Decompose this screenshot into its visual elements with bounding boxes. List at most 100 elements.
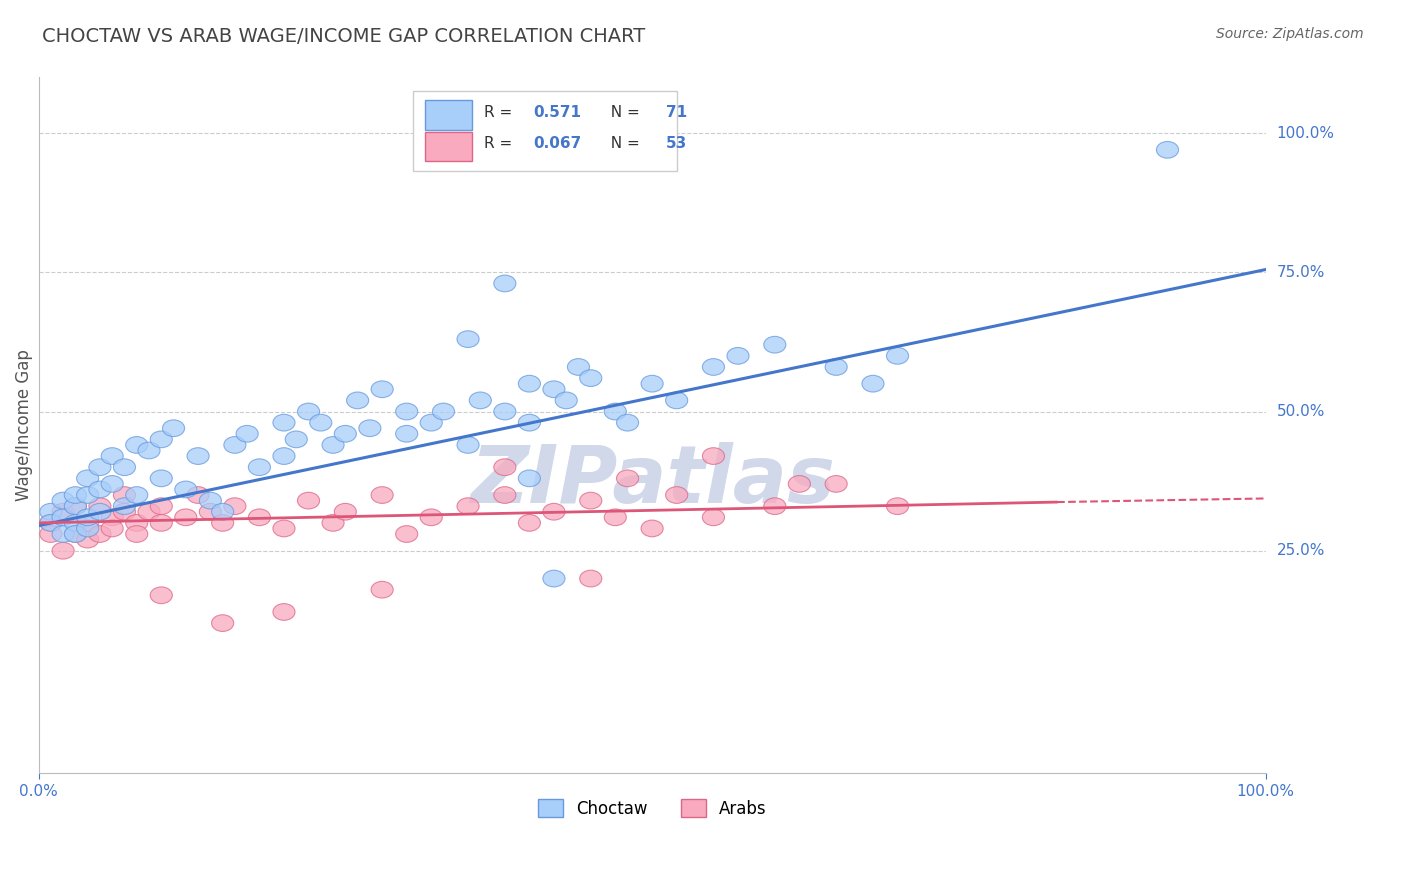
Ellipse shape [224,436,246,453]
Ellipse shape [825,359,848,376]
Ellipse shape [298,492,319,509]
Text: R =: R = [484,104,517,120]
Text: N =: N = [600,136,644,151]
Ellipse shape [76,532,98,548]
Ellipse shape [65,498,86,515]
Ellipse shape [211,615,233,632]
Ellipse shape [39,525,62,542]
Ellipse shape [519,515,540,532]
Text: ZIPatlas: ZIPatlas [470,442,835,520]
Ellipse shape [174,509,197,525]
Ellipse shape [76,515,98,532]
Ellipse shape [76,520,98,537]
Ellipse shape [114,487,135,503]
Ellipse shape [76,509,98,525]
Ellipse shape [89,503,111,520]
Ellipse shape [395,403,418,420]
Text: 100.0%: 100.0% [1277,126,1334,141]
Y-axis label: Wage/Income Gap: Wage/Income Gap [15,350,32,501]
Ellipse shape [605,509,626,525]
Ellipse shape [555,392,578,409]
Ellipse shape [163,420,184,436]
Text: 75.0%: 75.0% [1277,265,1324,280]
Ellipse shape [150,587,173,604]
Ellipse shape [568,359,589,376]
Ellipse shape [273,520,295,537]
Ellipse shape [543,381,565,398]
Ellipse shape [52,492,75,509]
Ellipse shape [605,403,626,420]
Ellipse shape [494,458,516,475]
Ellipse shape [346,392,368,409]
Ellipse shape [519,376,540,392]
Ellipse shape [89,498,111,515]
Ellipse shape [457,331,479,348]
Ellipse shape [665,487,688,503]
FancyBboxPatch shape [413,91,676,171]
Text: 25.0%: 25.0% [1277,543,1324,558]
Ellipse shape [371,487,394,503]
Ellipse shape [114,458,135,475]
Ellipse shape [371,381,394,398]
Ellipse shape [52,542,75,559]
Ellipse shape [457,498,479,515]
Ellipse shape [273,448,295,465]
Ellipse shape [789,475,810,492]
Ellipse shape [150,431,173,448]
Text: 53: 53 [665,136,688,151]
Ellipse shape [125,487,148,503]
Ellipse shape [200,492,221,509]
Ellipse shape [886,498,908,515]
Ellipse shape [187,448,209,465]
Ellipse shape [457,436,479,453]
Text: N =: N = [600,104,644,120]
Ellipse shape [150,515,173,532]
Text: CHOCTAW VS ARAB WAGE/INCOME GAP CORRELATION CHART: CHOCTAW VS ARAB WAGE/INCOME GAP CORRELAT… [42,27,645,45]
Ellipse shape [138,503,160,520]
Ellipse shape [76,487,98,503]
Ellipse shape [39,515,62,532]
Ellipse shape [616,414,638,431]
Text: 71: 71 [665,104,686,120]
Ellipse shape [470,392,491,409]
Ellipse shape [579,370,602,386]
Ellipse shape [101,448,124,465]
Ellipse shape [52,503,75,520]
Ellipse shape [187,487,209,503]
Ellipse shape [519,470,540,487]
Text: 0.571: 0.571 [533,104,581,120]
Ellipse shape [420,509,443,525]
Ellipse shape [236,425,259,442]
Ellipse shape [174,481,197,498]
Ellipse shape [519,414,540,431]
Ellipse shape [273,414,295,431]
Ellipse shape [39,515,62,532]
Ellipse shape [224,498,246,515]
Ellipse shape [335,503,356,520]
Ellipse shape [125,436,148,453]
Ellipse shape [65,525,86,542]
Ellipse shape [150,470,173,487]
Ellipse shape [703,509,724,525]
Ellipse shape [65,515,86,532]
Ellipse shape [89,481,111,498]
Ellipse shape [211,503,233,520]
Ellipse shape [1157,142,1178,158]
Ellipse shape [703,448,724,465]
Ellipse shape [665,392,688,409]
Ellipse shape [322,515,344,532]
Ellipse shape [862,376,884,392]
Ellipse shape [494,275,516,292]
Legend: Choctaw, Arabs: Choctaw, Arabs [531,793,773,824]
FancyBboxPatch shape [425,101,472,129]
Ellipse shape [114,498,135,515]
Ellipse shape [494,403,516,420]
Ellipse shape [285,431,308,448]
Ellipse shape [200,503,221,520]
Ellipse shape [211,515,233,532]
Ellipse shape [52,509,75,525]
Ellipse shape [101,509,124,525]
Ellipse shape [359,420,381,436]
Ellipse shape [52,525,75,542]
Ellipse shape [322,436,344,453]
